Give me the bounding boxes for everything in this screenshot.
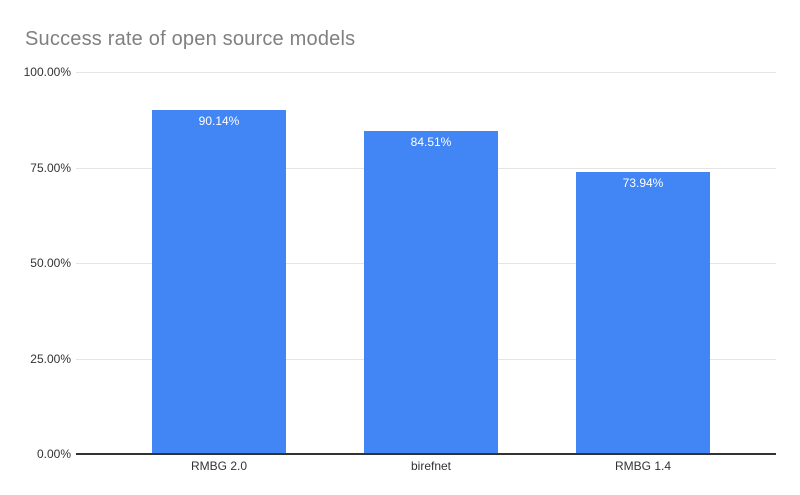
bar: 84.51% — [364, 131, 498, 454]
bar-value-label: 90.14% — [198, 113, 240, 128]
y-axis-tick-label: 50.00% — [30, 256, 71, 270]
chart-title: Success rate of open source models — [25, 28, 356, 50]
x-axis-label: RMBG 1.4 — [614, 459, 671, 473]
y-axis-tick-label: 100.00% — [23, 65, 71, 79]
y-axis-tick-label: 75.00% — [30, 160, 71, 175]
bar-value-label: 73.94% — [622, 175, 664, 190]
bar-value-label: 84.51% — [410, 135, 452, 150]
x-axis-label: birefnet — [410, 459, 452, 473]
x-axis-line — [76, 453, 776, 455]
y-axis-tick-label: 0.00% — [36, 447, 71, 461]
bar: 90.14% — [152, 109, 286, 454]
x-axis-label: RMBG 2.0 — [190, 459, 247, 473]
gridline — [76, 72, 776, 73]
bar: 73.94% — [576, 171, 710, 454]
y-axis-tick-label: 25.00% — [30, 351, 71, 366]
